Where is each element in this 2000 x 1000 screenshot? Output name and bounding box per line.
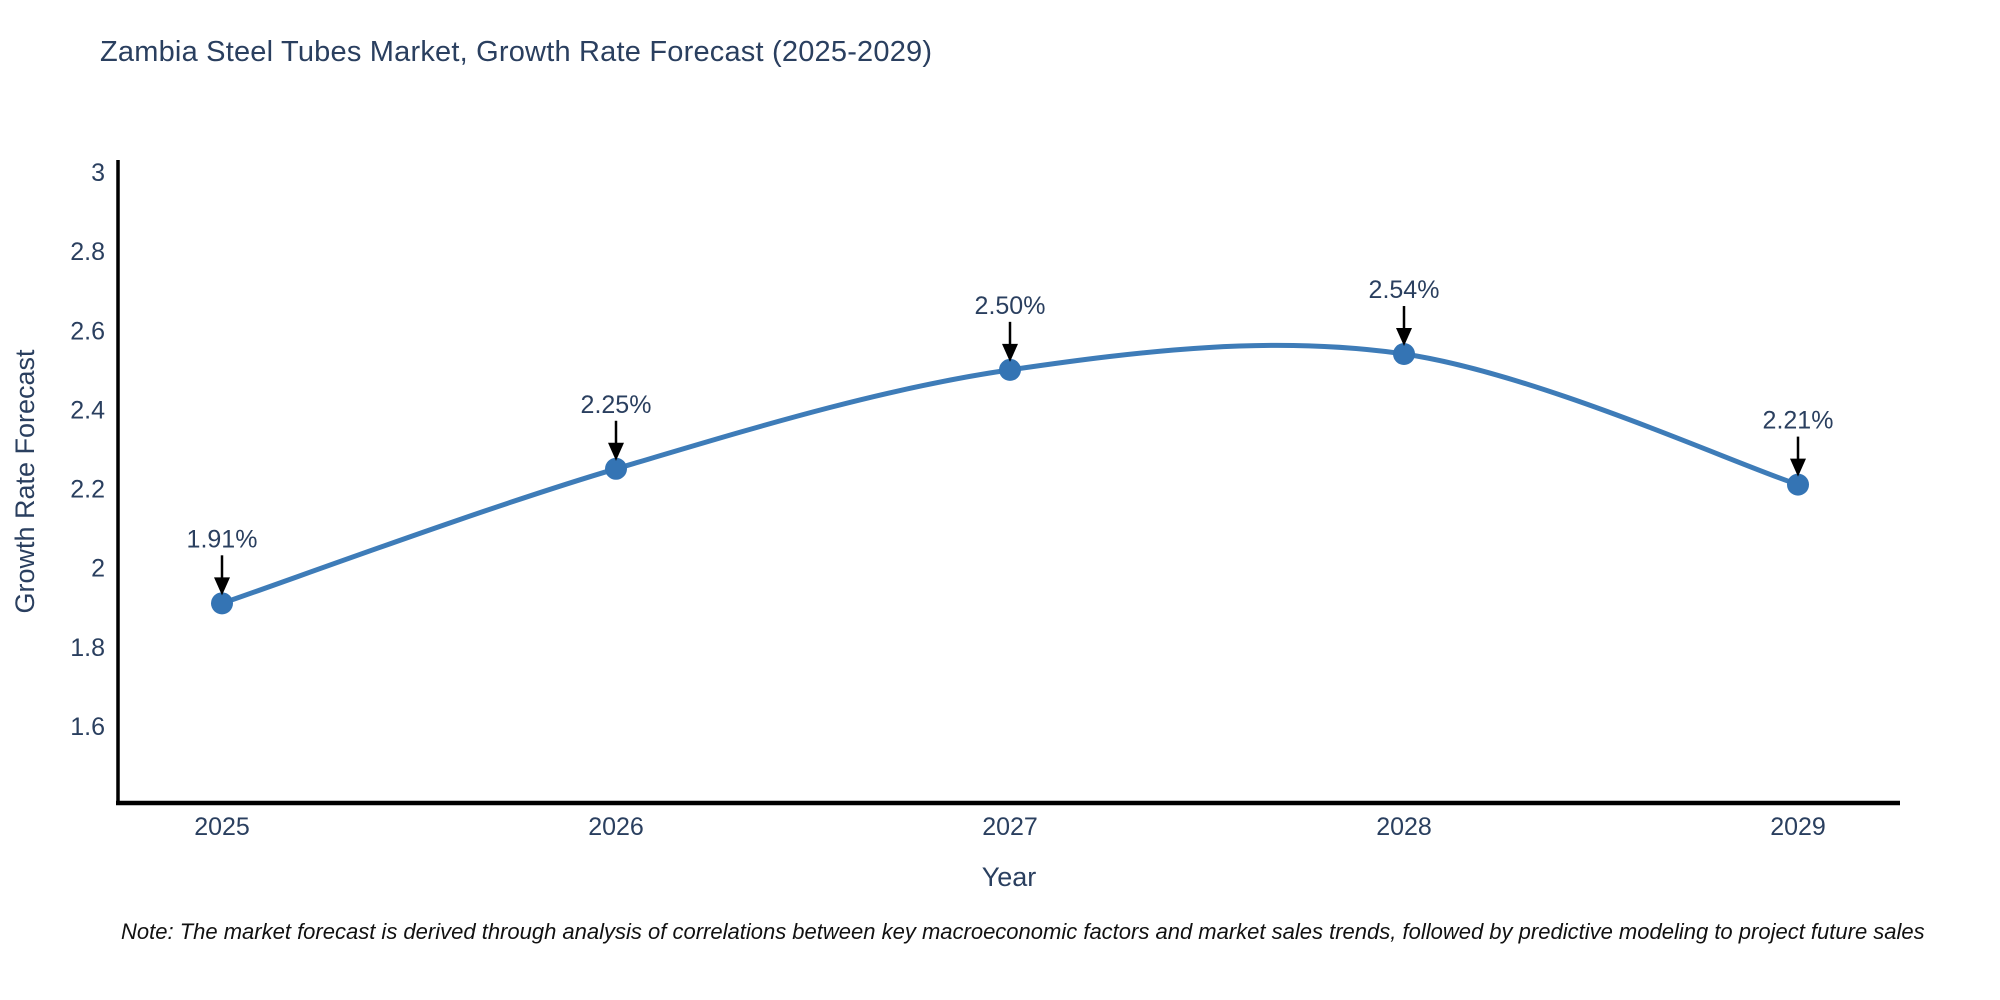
x-axis-tick-label: 2029	[1770, 813, 1826, 841]
y-axis-tick-label: 2	[91, 555, 105, 583]
y-axis-tick-label: 2.8	[70, 238, 105, 266]
annotation-arrowhead-icon	[1790, 458, 1806, 477]
data-point-label: 2.21%	[1763, 407, 1834, 435]
data-point-label: 2.25%	[581, 391, 652, 419]
x-axis-tick-label: 2026	[588, 813, 644, 841]
x-axis-tick-label: 2027	[982, 813, 1038, 841]
y-axis-tick-label: 1.8	[70, 634, 105, 662]
y-axis-tick-label: 3	[91, 159, 105, 187]
y-axis-tick-label: 1.6	[70, 713, 105, 741]
y-axis-tick-label: 2.6	[70, 317, 105, 345]
data-point-marker	[1393, 343, 1415, 366]
forecast-line	[219, 342, 1801, 606]
data-point-marker	[1787, 473, 1809, 496]
y-axis-title: Growth Rate Forecast	[10, 349, 40, 614]
annotation-arrowhead-icon	[1396, 328, 1412, 347]
annotation-arrowhead-icon	[608, 442, 624, 461]
data-point-label: 2.54%	[1369, 276, 1440, 304]
data-point-marker	[211, 592, 233, 615]
data-point-label: 1.91%	[187, 525, 258, 553]
data-point-marker	[605, 457, 627, 480]
chart-title: Zambia Steel Tubes Market, Growth Rate F…	[100, 36, 933, 68]
x-axis-tick-label: 2025	[194, 813, 250, 841]
footnote: Note: The market forecast is derived thr…	[121, 919, 1925, 944]
x-axis-title: Year	[982, 862, 1037, 892]
y-axis-tick-label: 2.2	[70, 476, 105, 504]
annotation-arrowhead-icon	[214, 577, 230, 596]
y-axis-tick-label: 2.4	[70, 396, 105, 424]
annotation-arrowhead-icon	[1002, 343, 1018, 362]
data-point-label: 2.50%	[975, 292, 1046, 320]
x-axis-tick-label: 2028	[1376, 813, 1432, 841]
data-point-marker	[999, 358, 1021, 381]
